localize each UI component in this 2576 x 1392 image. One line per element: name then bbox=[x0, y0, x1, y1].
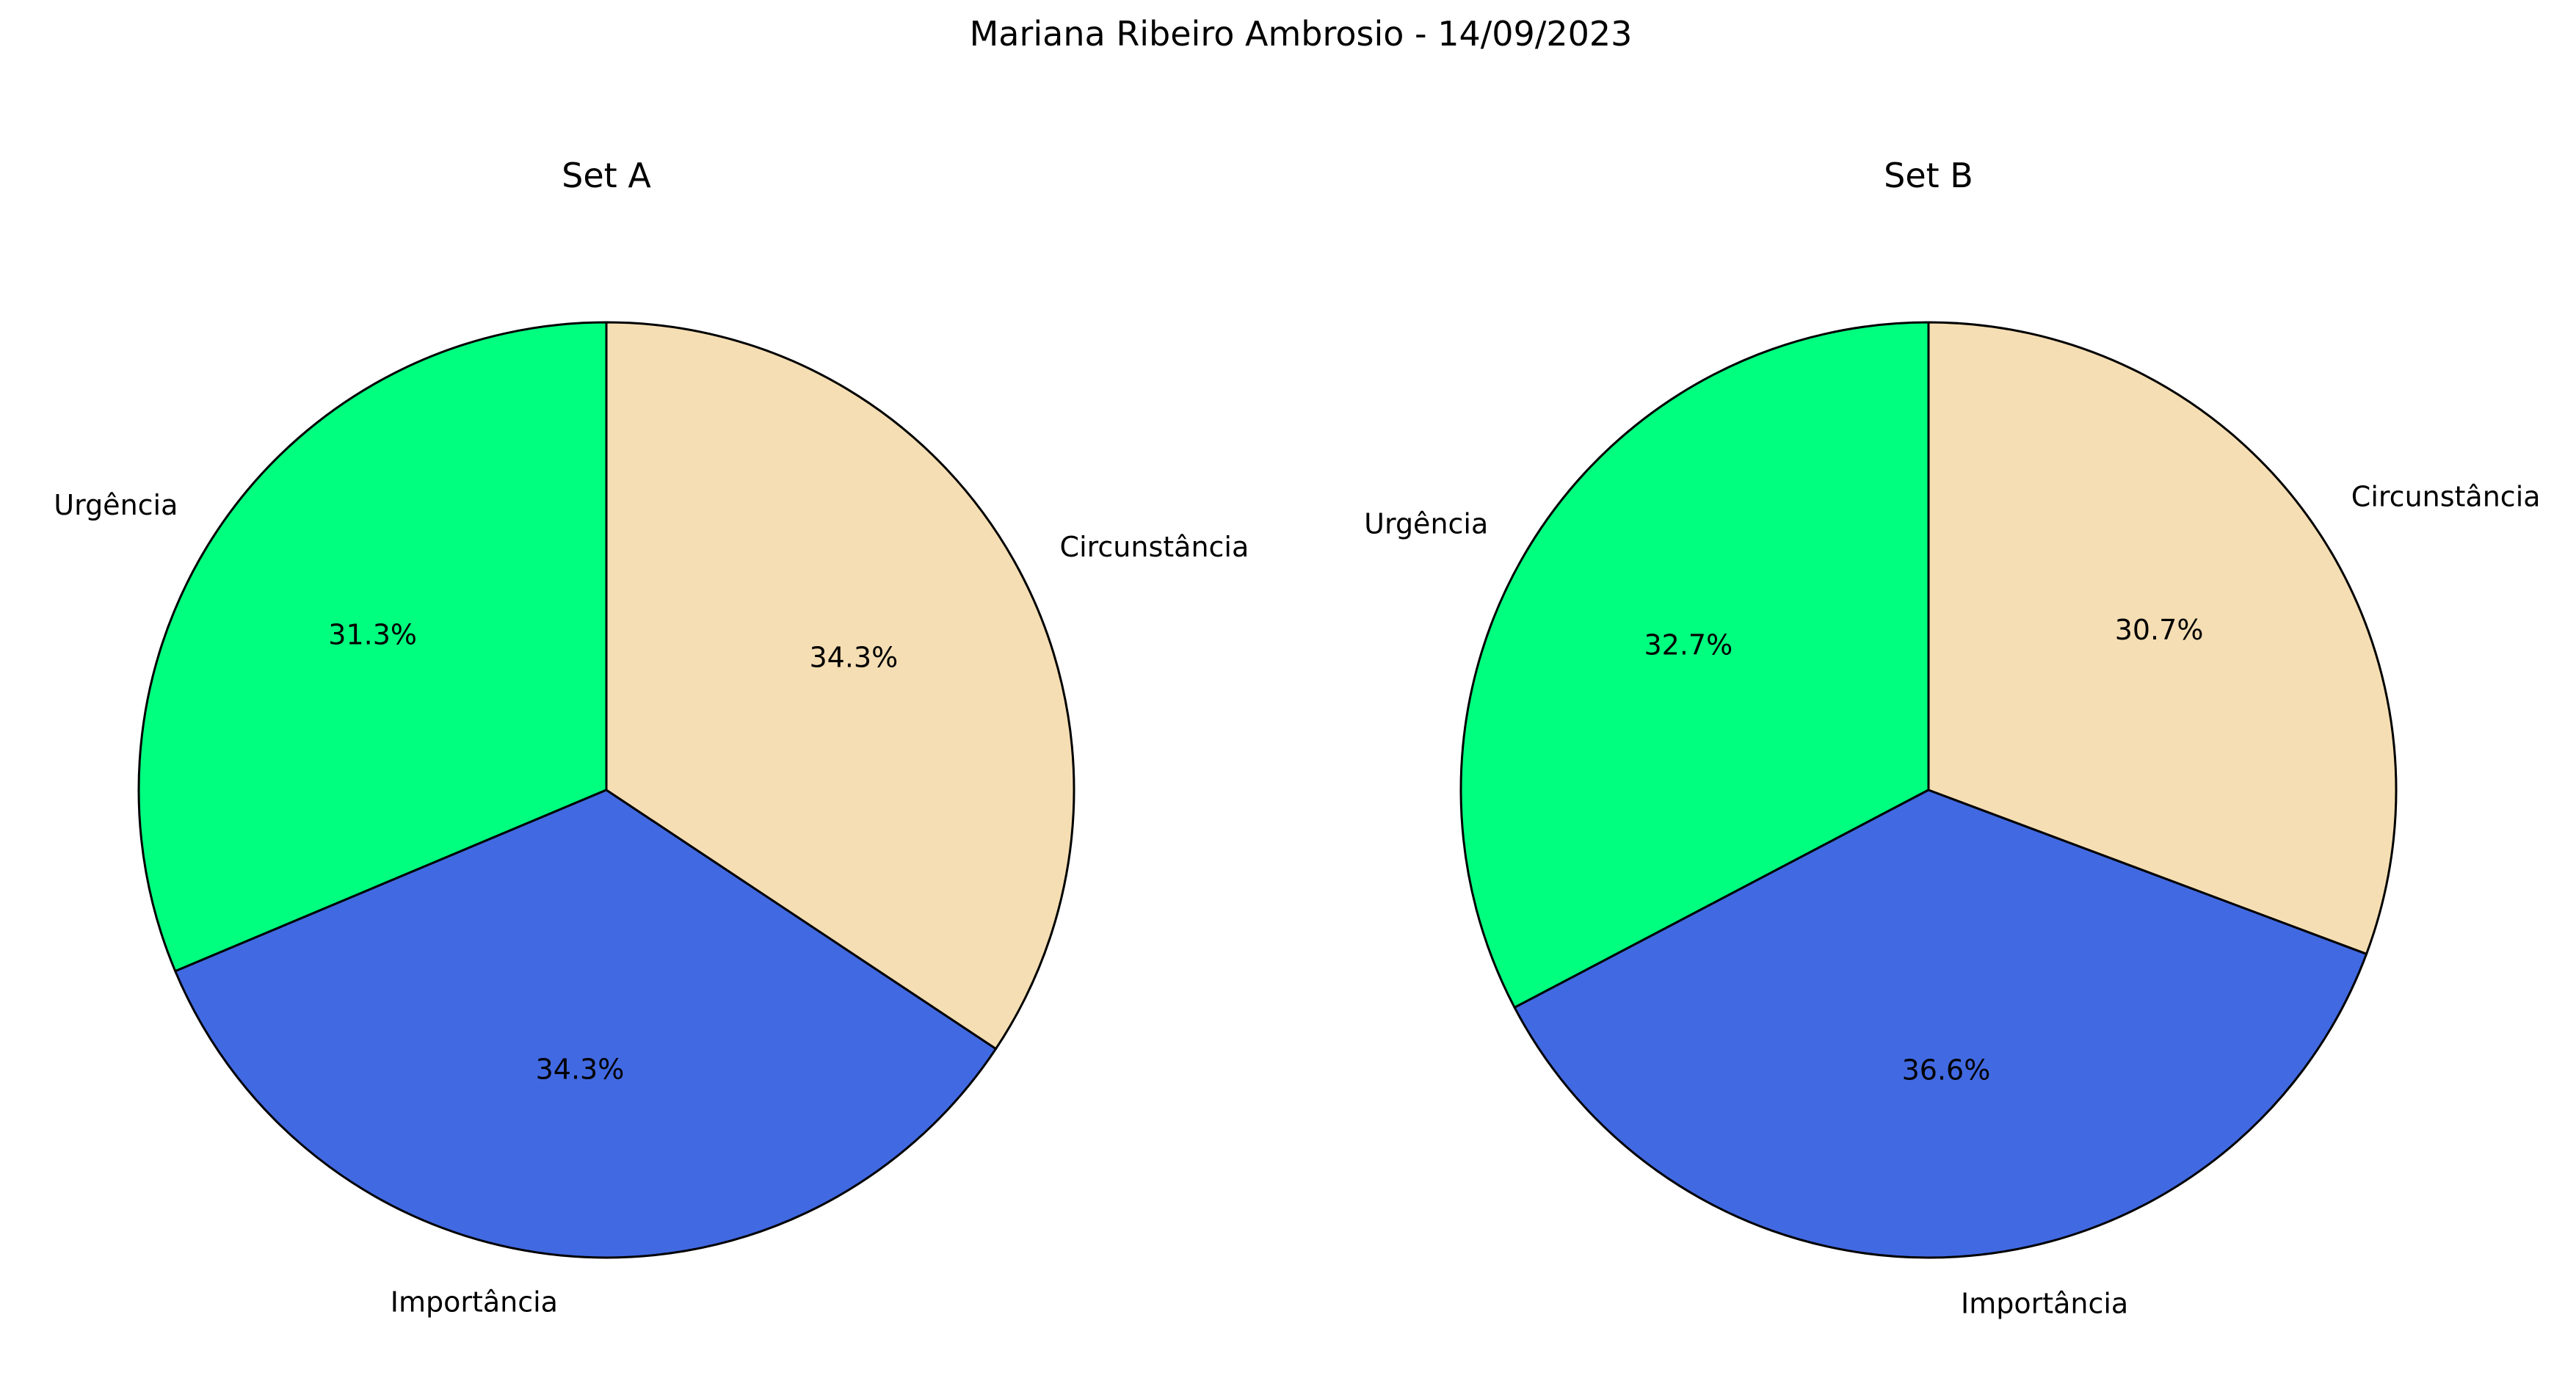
slice-percent-label: 31.3% bbox=[328, 618, 417, 650]
slice-percent-label: 32.7% bbox=[1644, 628, 1733, 661]
pie-slice-circunstancia bbox=[605, 321, 1075, 1051]
pie-slice-importancia bbox=[174, 789, 998, 1259]
slice-percent-label: 34.3% bbox=[536, 1054, 625, 1086]
slice-percent-label: 36.6% bbox=[1902, 1054, 1991, 1086]
slice-percent-label: 34.3% bbox=[809, 641, 898, 673]
figure-title: Mariana Ribeiro Ambrosio - 14/09/2023 bbox=[970, 14, 1633, 54]
pie-chart-set-a: Set A 31.3% Urgência 34.3% Importância 34.3%… bbox=[54, 156, 1249, 1319]
pie-slice-circunstancia bbox=[1927, 321, 2398, 955]
pie-slice-urgencia bbox=[1459, 321, 1930, 1009]
pie-slice-urgencia bbox=[137, 321, 608, 973]
slice-category-label: Urgência bbox=[1364, 508, 1488, 540]
pie-title: Set A bbox=[562, 156, 651, 195]
pie-chart-set-b: Set B 32.7% Urgência 36.6% Importância 30.7%… bbox=[1364, 156, 2540, 1319]
slice-category-label: Importância bbox=[391, 1286, 558, 1319]
pie-slice-importancia bbox=[1513, 789, 2368, 1259]
slice-category-label: Circunstância bbox=[2351, 481, 2541, 513]
slice-category-label: Circunstância bbox=[1060, 531, 1249, 563]
slice-percent-label: 30.7% bbox=[2115, 614, 2204, 646]
pie-title: Set B bbox=[1884, 156, 1973, 195]
slice-category-label: Importância bbox=[1961, 1287, 2128, 1319]
slice-category-label: Urgência bbox=[54, 489, 178, 521]
